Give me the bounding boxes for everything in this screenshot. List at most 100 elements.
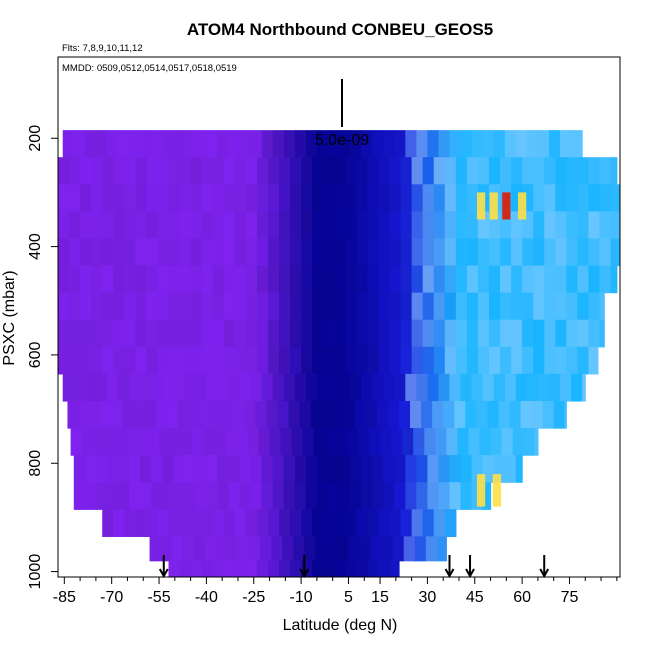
y-axis: 200 400 600 800 1000 [27,125,58,589]
heatmap-cell [446,428,458,456]
heatmap-cell [124,346,136,375]
heatmap-cell [488,211,501,240]
x-axis-label: Latitude (deg N) [283,617,398,634]
heatmap-cell [279,560,291,577]
heatmap-cell [327,455,340,483]
heatmap-cell [465,400,477,429]
heatmap-cell [290,265,302,294]
heatmap-cell [526,373,539,402]
heatmap-cell [372,130,384,158]
heatmap-cell [58,319,70,348]
heatmap-cell [256,346,269,375]
heatmap-cell [323,346,335,375]
heatmap-cell [339,373,351,402]
heatmap-cell [370,536,383,562]
flight-marker [539,555,550,579]
heatmap-cell [223,292,236,321]
heatmap-cell [560,373,572,402]
heatmap-cell [272,482,285,510]
heatmap-cell [195,373,207,402]
heatmap-cell [383,455,395,483]
heatmap-cell [433,238,446,267]
heatmap-cell [356,157,369,185]
heatmap-cell [179,211,192,240]
heatmap-cell [455,211,468,240]
heatmap-cell [269,428,282,456]
heatmap-cell [233,400,245,429]
heatmap-cell [222,400,234,429]
heatmap-cell [389,238,402,267]
heatmap-cell [184,130,196,158]
heatmap-cell [58,211,70,240]
heatmap-cell [356,560,369,577]
heatmap-cell [424,428,436,456]
heatmap-cell [168,509,181,537]
heatmap-cell [247,428,260,456]
heatmap-cell [201,509,214,537]
heatmap-cell [411,157,424,185]
heatmap-cell [69,184,81,212]
heatmap-cell [350,130,362,158]
heatmap-cell [534,428,539,456]
heatmap-cell [162,482,174,510]
heatmap-cell [378,292,391,321]
heatmap-cell [471,455,484,483]
x-tick-label: 5 [344,589,353,606]
heatmap-cell [522,157,534,185]
heatmap-cell [58,265,70,294]
heatmap-cell [215,536,228,562]
heatmap-cell [367,509,380,537]
heatmap-cell [267,265,280,294]
heatmap-cell [345,157,357,185]
heatmap-cell [504,130,517,158]
heatmap-cell [279,509,291,537]
heatmap-cell [279,319,291,348]
heatmap-cell [256,211,269,240]
heatmap-cell [102,292,114,321]
heatmap-cell [488,238,501,267]
y-axis-label: PSXC (mbar) [1,270,18,365]
heatmap-cell [378,560,391,577]
heatmap-cell [544,157,556,185]
heatmap-cell [433,292,446,321]
heatmap-cell [304,536,316,562]
heatmap-cell [356,292,369,321]
heatmap-cell [515,455,523,483]
heatmap-cell [334,292,346,321]
heatmap-cell [305,130,318,158]
heatmap-cell [147,428,160,456]
heatmap-cell [256,319,269,348]
heatmap-cell [305,482,318,510]
heatmap-cell [531,400,544,429]
heatmap-cell [206,373,219,402]
heatmap-cell [343,400,356,429]
heatmap-cell [237,536,250,562]
heatmap-cell [190,238,203,267]
heatmap-cell [279,184,291,212]
heatmap-cell [555,238,567,267]
heatmap-cell [323,184,335,212]
heatmap-cell [471,130,484,158]
heatmap-cell [327,130,340,158]
heatmap-cell [466,238,479,267]
heatmap-cell [250,373,263,402]
heatmap-cell [256,509,269,537]
heatmap-cell [334,238,346,267]
heatmap-cell [201,238,214,267]
heatmap-layer [58,130,620,577]
heatmap-cell [267,319,280,348]
heatmap-cell [135,265,148,294]
heatmap-cell [378,319,391,348]
heatmap-cell [62,130,75,158]
heatmap-cell [433,184,446,212]
heatmap-cell [236,428,249,456]
heatmap-cell [337,536,350,562]
heatmap-cell [400,509,413,537]
heatmap-cell [339,455,351,483]
heatmap-cell [427,455,440,483]
heatmap-cell [69,292,81,321]
heatmap-cell [477,238,490,267]
heatmap-cell [345,211,357,240]
heatmap-cell [184,482,196,510]
